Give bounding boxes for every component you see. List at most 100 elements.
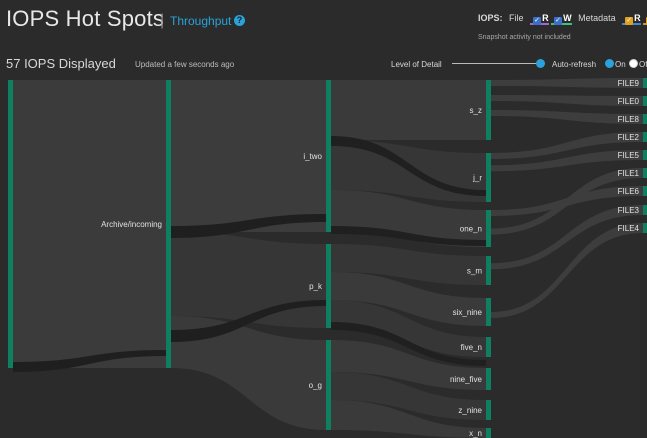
sankey-node[interactable] <box>643 223 647 233</box>
flow-link <box>171 80 326 232</box>
sankey-node[interactable] <box>486 298 491 326</box>
updated-timestamp: Updated a few seconds ago <box>135 60 235 69</box>
sankey-node-label: FILE1 <box>618 169 640 178</box>
sankey-node[interactable] <box>643 205 647 215</box>
sankey-node[interactable] <box>166 80 171 368</box>
checkbox-checked-icon: ✓ <box>533 17 542 25</box>
flow-link <box>331 300 486 357</box>
legend-label: IOPS: <box>478 13 503 23</box>
sankey-node[interactable] <box>643 132 647 142</box>
sankey-node[interactable] <box>486 256 491 285</box>
legend-file-label: File <box>509 13 524 23</box>
sankey-node-label: p_k <box>309 282 323 291</box>
sankey-node[interactable] <box>486 428 491 438</box>
sankey-node-label: FILE5 <box>618 151 640 160</box>
node-labels: Archive/incoming i_two p_k o_g s_z j_r one_n s_… <box>101 79 639 438</box>
help-icon[interactable]: ? <box>234 15 245 26</box>
flow-link <box>331 136 486 196</box>
sankey-node[interactable] <box>486 400 491 420</box>
file-write-toggle[interactable]: ✓ W <box>551 13 572 25</box>
flow-link <box>171 316 326 430</box>
metadata-read-toggle[interactable]: ✓ R <box>622 13 641 25</box>
flow-link <box>171 232 326 328</box>
sankey-node[interactable] <box>643 186 647 196</box>
auto-refresh-on-radio[interactable] <box>605 59 614 68</box>
sankey-node[interactable] <box>643 150 647 160</box>
auto-refresh-off-label: Off <box>639 60 647 69</box>
checkbox-checked-icon: ✓ <box>625 17 634 25</box>
sankey-node-label: o_g <box>309 381 322 390</box>
sankey-node[interactable] <box>326 80 331 232</box>
sankey-node[interactable] <box>643 114 647 124</box>
header: IOPS Hot Spots | Throughput ? IOPS: File… <box>0 0 647 50</box>
flow-link <box>491 205 643 270</box>
flow-link <box>491 223 643 318</box>
flow-link <box>331 322 486 366</box>
sankey-node[interactable] <box>8 80 13 368</box>
sankey-node[interactable] <box>486 368 491 390</box>
checkbox-checked-icon: ✓ <box>554 17 563 25</box>
sankey-node-label: FILE8 <box>618 115 640 124</box>
sankey-node-label: x_n <box>469 429 482 438</box>
page-title: IOPS Hot Spots <box>6 6 165 31</box>
sankey-node-label: j_r <box>472 174 482 183</box>
snapshot-note: Snapshot activity not included <box>478 34 571 41</box>
iops-legend: IOPS: File ✓R ✓W Metadata ✓R ✓W <box>478 13 647 25</box>
sankey-node[interactable] <box>486 337 491 357</box>
legend-metadata-label: Metadata <box>578 13 616 23</box>
flow-link <box>331 244 486 285</box>
sankey-node-label: Archive/incoming <box>101 220 162 229</box>
auto-refresh-label: Auto-refresh <box>552 60 597 69</box>
sankey-node[interactable] <box>326 244 331 328</box>
sankey-node-label: FILE6 <box>618 187 640 196</box>
flow-link <box>331 340 486 390</box>
sankey-node-label: one_n <box>460 225 482 234</box>
file-read-toggle[interactable]: ✓ R <box>530 13 549 25</box>
flow-link <box>331 400 486 438</box>
sankey-node-label: nine_five <box>450 375 483 384</box>
flow-link <box>331 372 486 420</box>
flow-link <box>13 80 166 368</box>
auto-refresh-off-radio[interactable] <box>629 59 638 68</box>
sankey-node-label: s_z <box>470 106 482 115</box>
auto-refresh-on-label: On <box>615 60 626 69</box>
flow-link <box>331 226 486 246</box>
sankey-node-label: i_two <box>303 152 322 161</box>
tab-throughput[interactable]: Throughput <box>170 14 232 28</box>
flow-link <box>491 150 643 172</box>
iops-count: 57 IOPS Displayed <box>6 56 116 71</box>
flow-link <box>171 300 326 342</box>
sankey-node[interactable] <box>643 168 647 178</box>
sankey-node-label: FILE0 <box>618 97 640 106</box>
flow-link <box>171 214 326 238</box>
sankey-node[interactable] <box>486 210 491 247</box>
sankey-node[interactable] <box>643 96 647 106</box>
flow-link <box>491 186 643 216</box>
sankey-node-label: five_n <box>461 343 482 352</box>
sankey-node[interactable] <box>486 153 491 202</box>
sankey-node[interactable] <box>486 80 491 140</box>
sankey-node-label: FILE9 <box>618 79 640 88</box>
flow-nodes <box>8 78 647 438</box>
flow-link <box>491 95 643 106</box>
sankey-node[interactable] <box>643 78 647 88</box>
sankey-node[interactable] <box>326 340 331 430</box>
sankey-node-label: s_m <box>467 267 482 276</box>
title-separator: | <box>160 12 165 29</box>
sankey-node-label: FILE4 <box>618 224 640 233</box>
level-of-detail-label: Level of Detail <box>391 60 442 69</box>
flow-link <box>491 110 643 124</box>
flow-links <box>13 78 643 438</box>
sankey-node-label: FILE2 <box>618 133 640 142</box>
flow-link <box>331 272 486 326</box>
flow-link <box>13 350 166 372</box>
flow-link <box>331 80 486 140</box>
sankey-node-label: z_nine <box>458 406 482 415</box>
flow-link <box>491 78 643 88</box>
flow-link <box>491 132 643 159</box>
sankey-node-label: FILE3 <box>618 206 640 215</box>
level-of-detail-slider[interactable] <box>452 63 538 64</box>
slider-handle[interactable] <box>536 59 545 68</box>
sankey-node-label: six_nine <box>453 308 483 317</box>
